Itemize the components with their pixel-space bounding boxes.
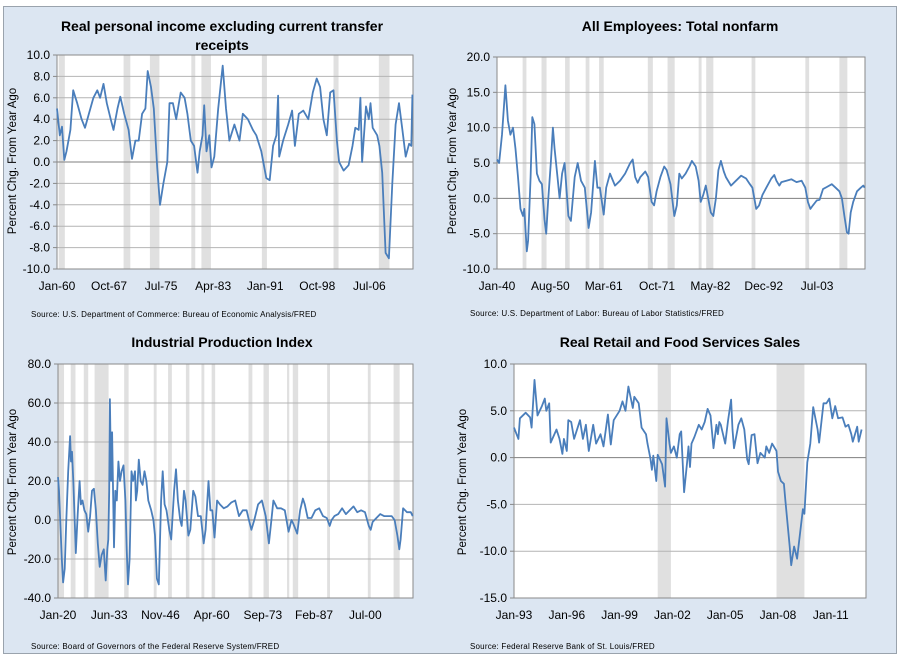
- chart-3-ytick-label: 40.0: [28, 435, 52, 449]
- chart-4-ytick-label: -10.0: [480, 544, 508, 558]
- chart-2-xtick-label: Mar-61: [585, 279, 623, 293]
- chart-1-xtick-label: Jul-06: [353, 279, 386, 293]
- chart-2-series-line: [496, 84, 866, 253]
- chart-3: 80.0 60.0 40.0 20.0 0.0 -20.0 -40.0 Jan-20 Jun-3…: [24, 357, 414, 622]
- chart-1-xtick-label: Jan-91: [247, 279, 284, 293]
- chart-4-xtick-label: Jan-05: [707, 608, 744, 622]
- chart-1-xtick-label: Jul-75: [145, 279, 178, 293]
- chart-1-ytick-label: -2.0: [29, 176, 50, 190]
- chart-3-xtick-label: Feb-87: [295, 608, 333, 622]
- chart-3-xtick-label: Sep-73: [244, 608, 283, 622]
- chart-3-xtick-label: Jun-33: [91, 608, 128, 622]
- chart-2-title: All Employees: Total nonfarm: [581, 18, 779, 34]
- chart-2-source: Source: U.S. Department of Labor: Bureau…: [470, 309, 724, 318]
- chart-4-ytick-label: -5.0: [486, 497, 507, 511]
- chart-4-source: Source: Federal Reserve Bank of St. Loui…: [470, 642, 655, 651]
- chart-4-xtick-label: Jan-02: [654, 608, 691, 622]
- chart-4-xtick-label: Jan-96: [548, 608, 585, 622]
- chart-1-series-line: [56, 64, 414, 260]
- chart-3-ytick-label: -20.0: [24, 552, 52, 566]
- chart-4-ytick-label: -15.0: [480, 591, 508, 605]
- chart-4-xtick-label: Jan-99: [601, 608, 638, 622]
- chart-2-xtick-label: May-82: [690, 279, 730, 293]
- chart-2-ytick-label: -10.0: [463, 262, 491, 276]
- chart-1-xtick-label: Apr-83: [195, 279, 231, 293]
- chart-2: 20.0 15.0 10.0 5.0 0.0 -5.0 -10.0 Jan-40 Aug-50 M…: [463, 50, 866, 293]
- chart-4-ytick-label: 5.0: [490, 404, 507, 418]
- chart-2-xtick-label: Dec-92: [744, 279, 783, 293]
- chart-1-ytick-label: 0.0: [33, 155, 50, 169]
- chart-3-ylabel: Percent Chg. From Year Ago: [7, 408, 19, 556]
- chart-3-ytick-label: 60.0: [28, 396, 52, 410]
- chart-4-ytick-label: 10.0: [484, 357, 508, 371]
- chart-2-xtick-label: Aug-50: [531, 279, 570, 293]
- chart-1-ytick-label: 2.0: [33, 134, 50, 148]
- chart-4-plot-area: [514, 364, 866, 598]
- chart-4: 10.0 5.0 0.0 -5.0 -10.0 -15.0 Jan-93 Jan-96 Jan-…: [480, 357, 867, 622]
- chart-4-ytick-label: 0.0: [490, 451, 507, 465]
- chart-2-xtick-label: Jul-03: [801, 279, 834, 293]
- chart-3-ytick-label: 80.0: [28, 357, 52, 371]
- chart-3-xtick-label: Jan-20: [40, 608, 77, 622]
- chart-2-ytick-label: 5.0: [473, 156, 490, 170]
- chart-1-plot-border: [56, 54, 414, 270]
- chart-4-plot-border: [513, 363, 867, 599]
- chart-1-xtick-label: Jan-60: [39, 279, 76, 293]
- chart-1-ytick-label: 8.0: [33, 69, 50, 83]
- chart-2-ytick-label: -5.0: [469, 227, 490, 241]
- chart-2-xtick-label: Oct-71: [639, 279, 675, 293]
- chart-1-ytick-label: -10.0: [23, 262, 51, 276]
- chart-1-ytick-label: 6.0: [33, 91, 50, 105]
- chart-3-ytick-label: 20.0: [28, 474, 52, 488]
- chart-3-source: Source: Board of Governors of the Federa…: [31, 642, 280, 651]
- chart-4-ylabel: Percent Chg. From Year Ago: [457, 408, 469, 556]
- chart-4-xtick-label: Jan-93: [496, 608, 533, 622]
- chart-3-series-line: [57, 398, 414, 586]
- chart-1-ytick-label: -8.0: [29, 241, 50, 255]
- chart-3-ytick-label: 0.0: [34, 513, 51, 527]
- chart-3-ytick-label: -40.0: [24, 591, 52, 605]
- chart-2-ytick-label: 15.0: [467, 85, 491, 99]
- chart-1: 10.0 8.0 6.0 4.0 2.0 0.0 -2.0 -4.0 -6.0 -8.0 -10.0…: [23, 48, 414, 293]
- chart-2-xtick-label: Jan-40: [479, 279, 516, 293]
- chart-3-xtick-label: Jul-00: [349, 608, 382, 622]
- chart-1-ytick-label: -4.0: [29, 198, 50, 212]
- chart-2-ytick-label: 0.0: [473, 191, 490, 205]
- chart-4-title: Real Retail and Food Services Sales: [559, 334, 801, 350]
- chart-1-xtick-label: Oct-98: [299, 279, 335, 293]
- chart-2-ytick-label: 10.0: [467, 121, 491, 135]
- chart-1-ytick-label: 4.0: [33, 112, 50, 126]
- chart-4-series-line: [513, 378, 863, 567]
- chart-3-xtick-label: Nov-46: [141, 608, 180, 622]
- chart-1-xtick-label: Oct-67: [91, 279, 127, 293]
- chart-3-xtick-label: Apr-60: [194, 608, 230, 622]
- chart-1-title: Real personal income excluding current t…: [60, 18, 384, 53]
- chart-2-ytick-label: 20.0: [467, 50, 491, 64]
- chart-1-source: Source: U.S. Department of Commerce: Bur…: [31, 310, 317, 319]
- chart-1-ytick-label: -6.0: [29, 219, 50, 233]
- chart-4-xtick-label: Jan-11: [813, 608, 849, 622]
- chart-4-xtick-label: Jan-08: [760, 608, 797, 622]
- chart-3-title: Industrial Production Index: [131, 334, 313, 350]
- chart-2-ylabel: Percent Chg. From Year Ago: [447, 87, 459, 235]
- chart-1-ytick-label: 10.0: [27, 48, 51, 62]
- chart-2-plot-border: [496, 56, 866, 270]
- chart-1-ylabel: Percent Chg. From Year Ago: [7, 87, 19, 235]
